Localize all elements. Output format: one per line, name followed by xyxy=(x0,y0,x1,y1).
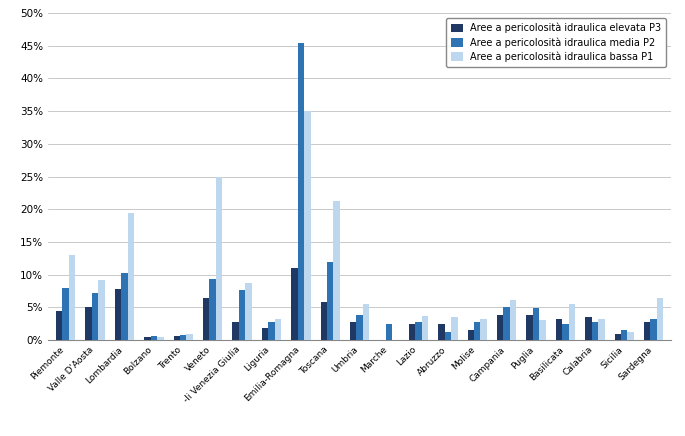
Bar xyxy=(592,323,598,340)
Bar xyxy=(216,177,223,340)
Bar xyxy=(275,319,281,340)
Bar xyxy=(651,319,657,340)
Bar xyxy=(438,324,445,340)
Bar xyxy=(327,262,334,340)
Bar xyxy=(657,298,663,340)
Bar xyxy=(562,324,569,340)
Bar xyxy=(644,322,651,340)
Bar xyxy=(68,255,75,340)
Bar xyxy=(321,302,327,340)
Bar xyxy=(445,332,451,340)
Bar xyxy=(56,311,62,340)
Bar xyxy=(415,322,422,340)
Bar xyxy=(503,307,510,340)
Bar xyxy=(480,319,487,340)
Legend: Aree a pericolosità idraulica elevata P3, Aree a pericolosità idraulica media P2: Aree a pericolosità idraulica elevata P3… xyxy=(446,18,667,67)
Bar xyxy=(86,307,92,340)
Bar xyxy=(627,332,634,340)
Bar xyxy=(497,315,503,340)
Bar xyxy=(304,111,310,340)
Bar xyxy=(451,317,458,340)
Bar xyxy=(598,319,605,340)
Bar xyxy=(409,324,415,340)
Bar xyxy=(334,201,340,340)
Bar xyxy=(62,288,68,340)
Bar xyxy=(210,279,216,340)
Bar xyxy=(114,289,121,340)
Bar xyxy=(614,334,621,340)
Bar xyxy=(585,317,592,340)
Bar xyxy=(350,323,356,340)
Bar xyxy=(144,337,151,340)
Bar xyxy=(510,300,516,340)
Bar xyxy=(269,322,275,340)
Bar xyxy=(173,336,180,340)
Bar xyxy=(180,335,186,340)
Bar xyxy=(98,280,105,340)
Bar xyxy=(121,273,127,340)
Bar xyxy=(569,304,575,340)
Bar xyxy=(151,336,157,340)
Bar xyxy=(363,304,369,340)
Bar xyxy=(386,324,393,340)
Bar xyxy=(186,334,193,340)
Bar xyxy=(291,268,297,340)
Bar xyxy=(297,43,304,340)
Bar xyxy=(474,322,480,340)
Bar xyxy=(356,315,363,340)
Bar xyxy=(621,330,627,340)
Bar xyxy=(533,308,539,340)
Bar xyxy=(526,315,533,340)
Bar xyxy=(157,337,164,340)
Bar xyxy=(232,322,239,340)
Bar xyxy=(262,328,269,340)
Bar xyxy=(468,330,474,340)
Bar xyxy=(127,213,134,340)
Bar xyxy=(203,298,210,340)
Bar xyxy=(422,316,428,340)
Bar xyxy=(539,320,546,340)
Bar xyxy=(556,319,562,340)
Bar xyxy=(239,290,245,340)
Bar xyxy=(92,293,98,340)
Bar xyxy=(245,283,251,340)
